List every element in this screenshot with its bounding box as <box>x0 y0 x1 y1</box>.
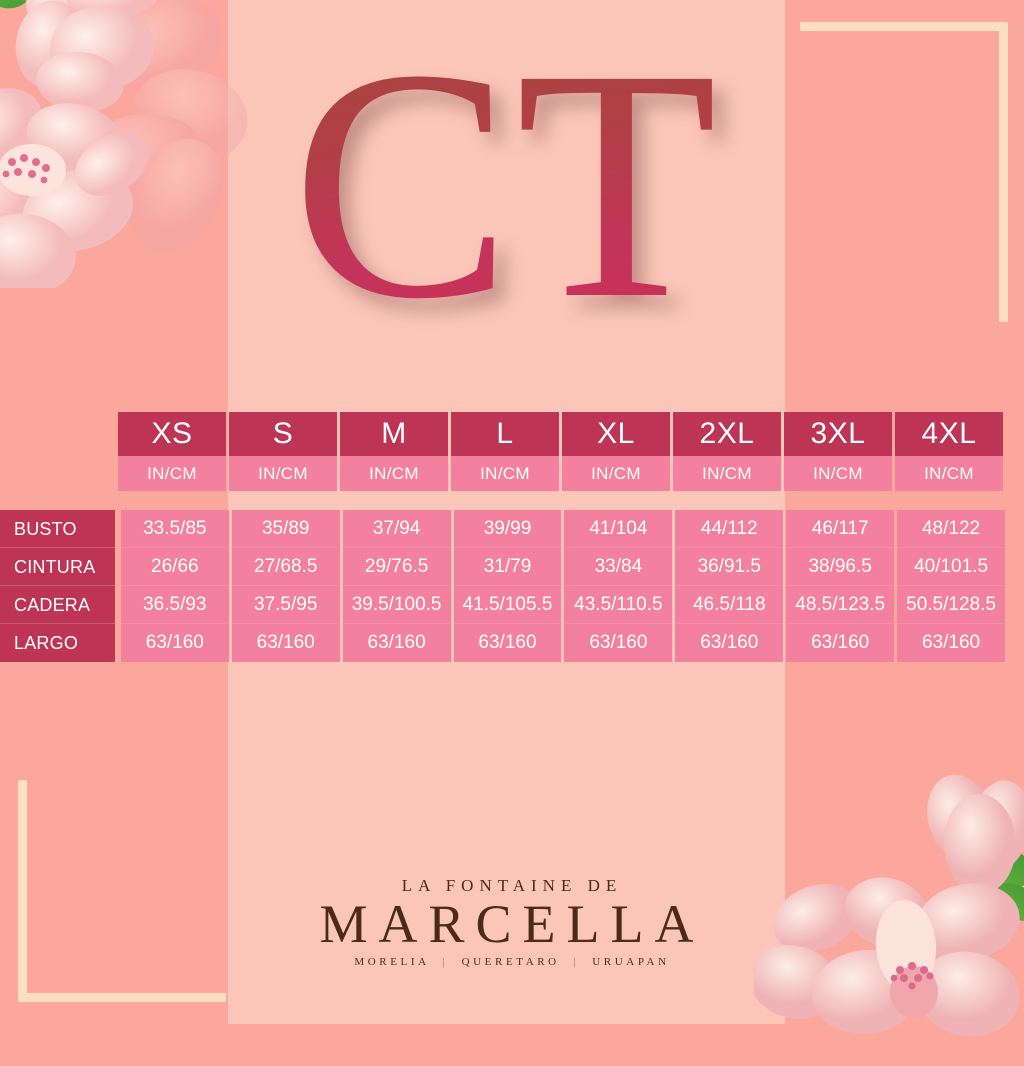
corner-bracket-bottom-left-icon <box>18 780 226 1002</box>
measurement-value: 50.5/128.5 <box>897 586 1005 624</box>
size-data-column: 37/94 29/76.5 39.5/100.5 63/160 <box>342 510 451 662</box>
unit-label: IN/CM <box>673 456 781 491</box>
unit-label: IN/CM <box>118 456 226 491</box>
size-label: M <box>340 412 448 456</box>
size-column-header: 2XL IN/CM <box>673 412 781 491</box>
size-column-header: 3XL IN/CM <box>784 412 892 491</box>
unit-label: IN/CM <box>895 456 1003 491</box>
size-label: L <box>451 412 559 456</box>
size-data-column: 48/122 40/101.5 50.5/128.5 63/160 <box>897 510 1005 662</box>
measurement-value: 31/79 <box>453 548 562 586</box>
measurement-value: 37.5/95 <box>231 586 340 624</box>
measurement-value: 46/117 <box>786 510 895 548</box>
size-column-header: XL IN/CM <box>562 412 670 491</box>
measurement-value: 27/68.5 <box>231 548 340 586</box>
brand-city: MORELIA <box>354 956 430 969</box>
unit-label: IN/CM <box>229 456 337 491</box>
measurement-value: 37/94 <box>342 510 451 548</box>
size-label: XS <box>118 412 226 456</box>
size-column-header: 4XL IN/CM <box>895 412 1003 491</box>
brand-name: MARCELLA <box>319 894 705 954</box>
measurement-value: 36.5/93 <box>120 586 229 624</box>
measurement-value: 63/160 <box>256 632 315 653</box>
chart-title-container: CT <box>228 20 785 350</box>
measurement-value: 41/104 <box>564 510 673 548</box>
size-table-body: BUSTO CINTURA CADERA LARGO 33.5/85 26/66… <box>0 510 1005 662</box>
measurement-value: 48/122 <box>897 510 1005 548</box>
brand-cities: MORELIA | QUERETARO | URUAPAN <box>0 956 1024 968</box>
size-data-column: 33.5/85 26/66 36.5/93 63/160 <box>120 510 229 662</box>
brand-city-separator: | <box>573 956 579 969</box>
measurement-label: BUSTO <box>0 510 115 548</box>
brand-city: URUAPAN <box>592 956 670 969</box>
size-column-header: S IN/CM <box>229 412 337 491</box>
measurement-value: 63/160 <box>145 632 204 653</box>
measurement-value: 63/160 <box>921 632 981 653</box>
size-label: 3XL <box>784 412 892 456</box>
size-column-header: XS IN/CM <box>118 412 226 491</box>
size-header-row: XS IN/CM S IN/CM M IN/CM L IN/CM XL IN/C… <box>118 412 1005 491</box>
measurement-value: 63/160 <box>589 632 648 653</box>
brand-city: QUERETARO <box>461 956 560 969</box>
measurement-value: 33/84 <box>564 548 673 586</box>
measurement-value: 48.5/123.5 <box>786 586 895 624</box>
measurement-value: 36/91.5 <box>675 548 784 586</box>
size-chart-canvas: CT XS IN/CM S IN/CM M IN/CM L IN/CM XL I… <box>0 0 1024 1037</box>
measurement-value: 63/160 <box>700 632 759 653</box>
size-data-column: 35/89 27/68.5 37.5/95 63/160 <box>231 510 340 662</box>
corner-bracket-top-right-icon <box>800 22 1008 322</box>
size-data-column: 44/112 36/91.5 46.5/118 63/160 <box>675 510 784 662</box>
unit-label: IN/CM <box>451 456 559 491</box>
measurement-value: 63/160 <box>367 632 426 653</box>
unit-label: IN/CM <box>340 456 448 491</box>
measurement-value: 40/101.5 <box>897 548 1005 586</box>
measurement-value: 35/89 <box>231 510 340 548</box>
measurement-value: 63/160 <box>478 632 537 653</box>
measurement-value: 39/99 <box>453 510 562 548</box>
measurement-value: 43.5/110.5 <box>564 586 673 624</box>
size-label: 4XL <box>895 412 1003 456</box>
size-column-header: M IN/CM <box>340 412 448 491</box>
brand-prefix: LA FONTAINE DE <box>401 876 623 895</box>
measurement-value: 26/66 <box>120 548 229 586</box>
measurement-value: 46.5/118 <box>675 586 784 624</box>
size-data-column: 41/104 33/84 43.5/110.5 63/160 <box>564 510 673 662</box>
size-label: 2XL <box>673 412 781 456</box>
measurement-value: 39.5/100.5 <box>342 586 451 624</box>
page-title: CT <box>291 2 722 368</box>
measurement-value: 29/76.5 <box>342 548 451 586</box>
measurement-label: LARGO <box>0 624 115 662</box>
size-label: XL <box>562 412 670 456</box>
brand-city-separator: | <box>442 956 449 969</box>
measurement-value: 41.5/105.5 <box>453 586 562 624</box>
measurement-value: 38/96.5 <box>786 548 895 586</box>
unit-label: IN/CM <box>562 456 670 491</box>
measurement-value: 44/112 <box>675 510 784 548</box>
size-data-column: 39/99 31/79 41.5/105.5 63/160 <box>453 510 562 662</box>
measurement-label: CINTURA <box>0 548 115 586</box>
measurement-label: CADERA <box>0 586 115 624</box>
size-label: S <box>229 412 337 456</box>
size-data-column: 46/117 38/96.5 48.5/123.5 63/160 <box>786 510 895 662</box>
measurement-value: 33.5/85 <box>120 510 229 548</box>
unit-label: IN/CM <box>784 456 892 491</box>
size-column-header: L IN/CM <box>451 412 559 491</box>
measurement-label-column: BUSTO CINTURA CADERA LARGO <box>0 510 115 662</box>
size-chart-table: XS IN/CM S IN/CM M IN/CM L IN/CM XL IN/C… <box>0 412 1005 662</box>
brand-logo: LA FONTAINE DE MARCELLA MORELIA | QUERET… <box>0 876 1024 968</box>
measurement-value: 63/160 <box>811 632 870 653</box>
